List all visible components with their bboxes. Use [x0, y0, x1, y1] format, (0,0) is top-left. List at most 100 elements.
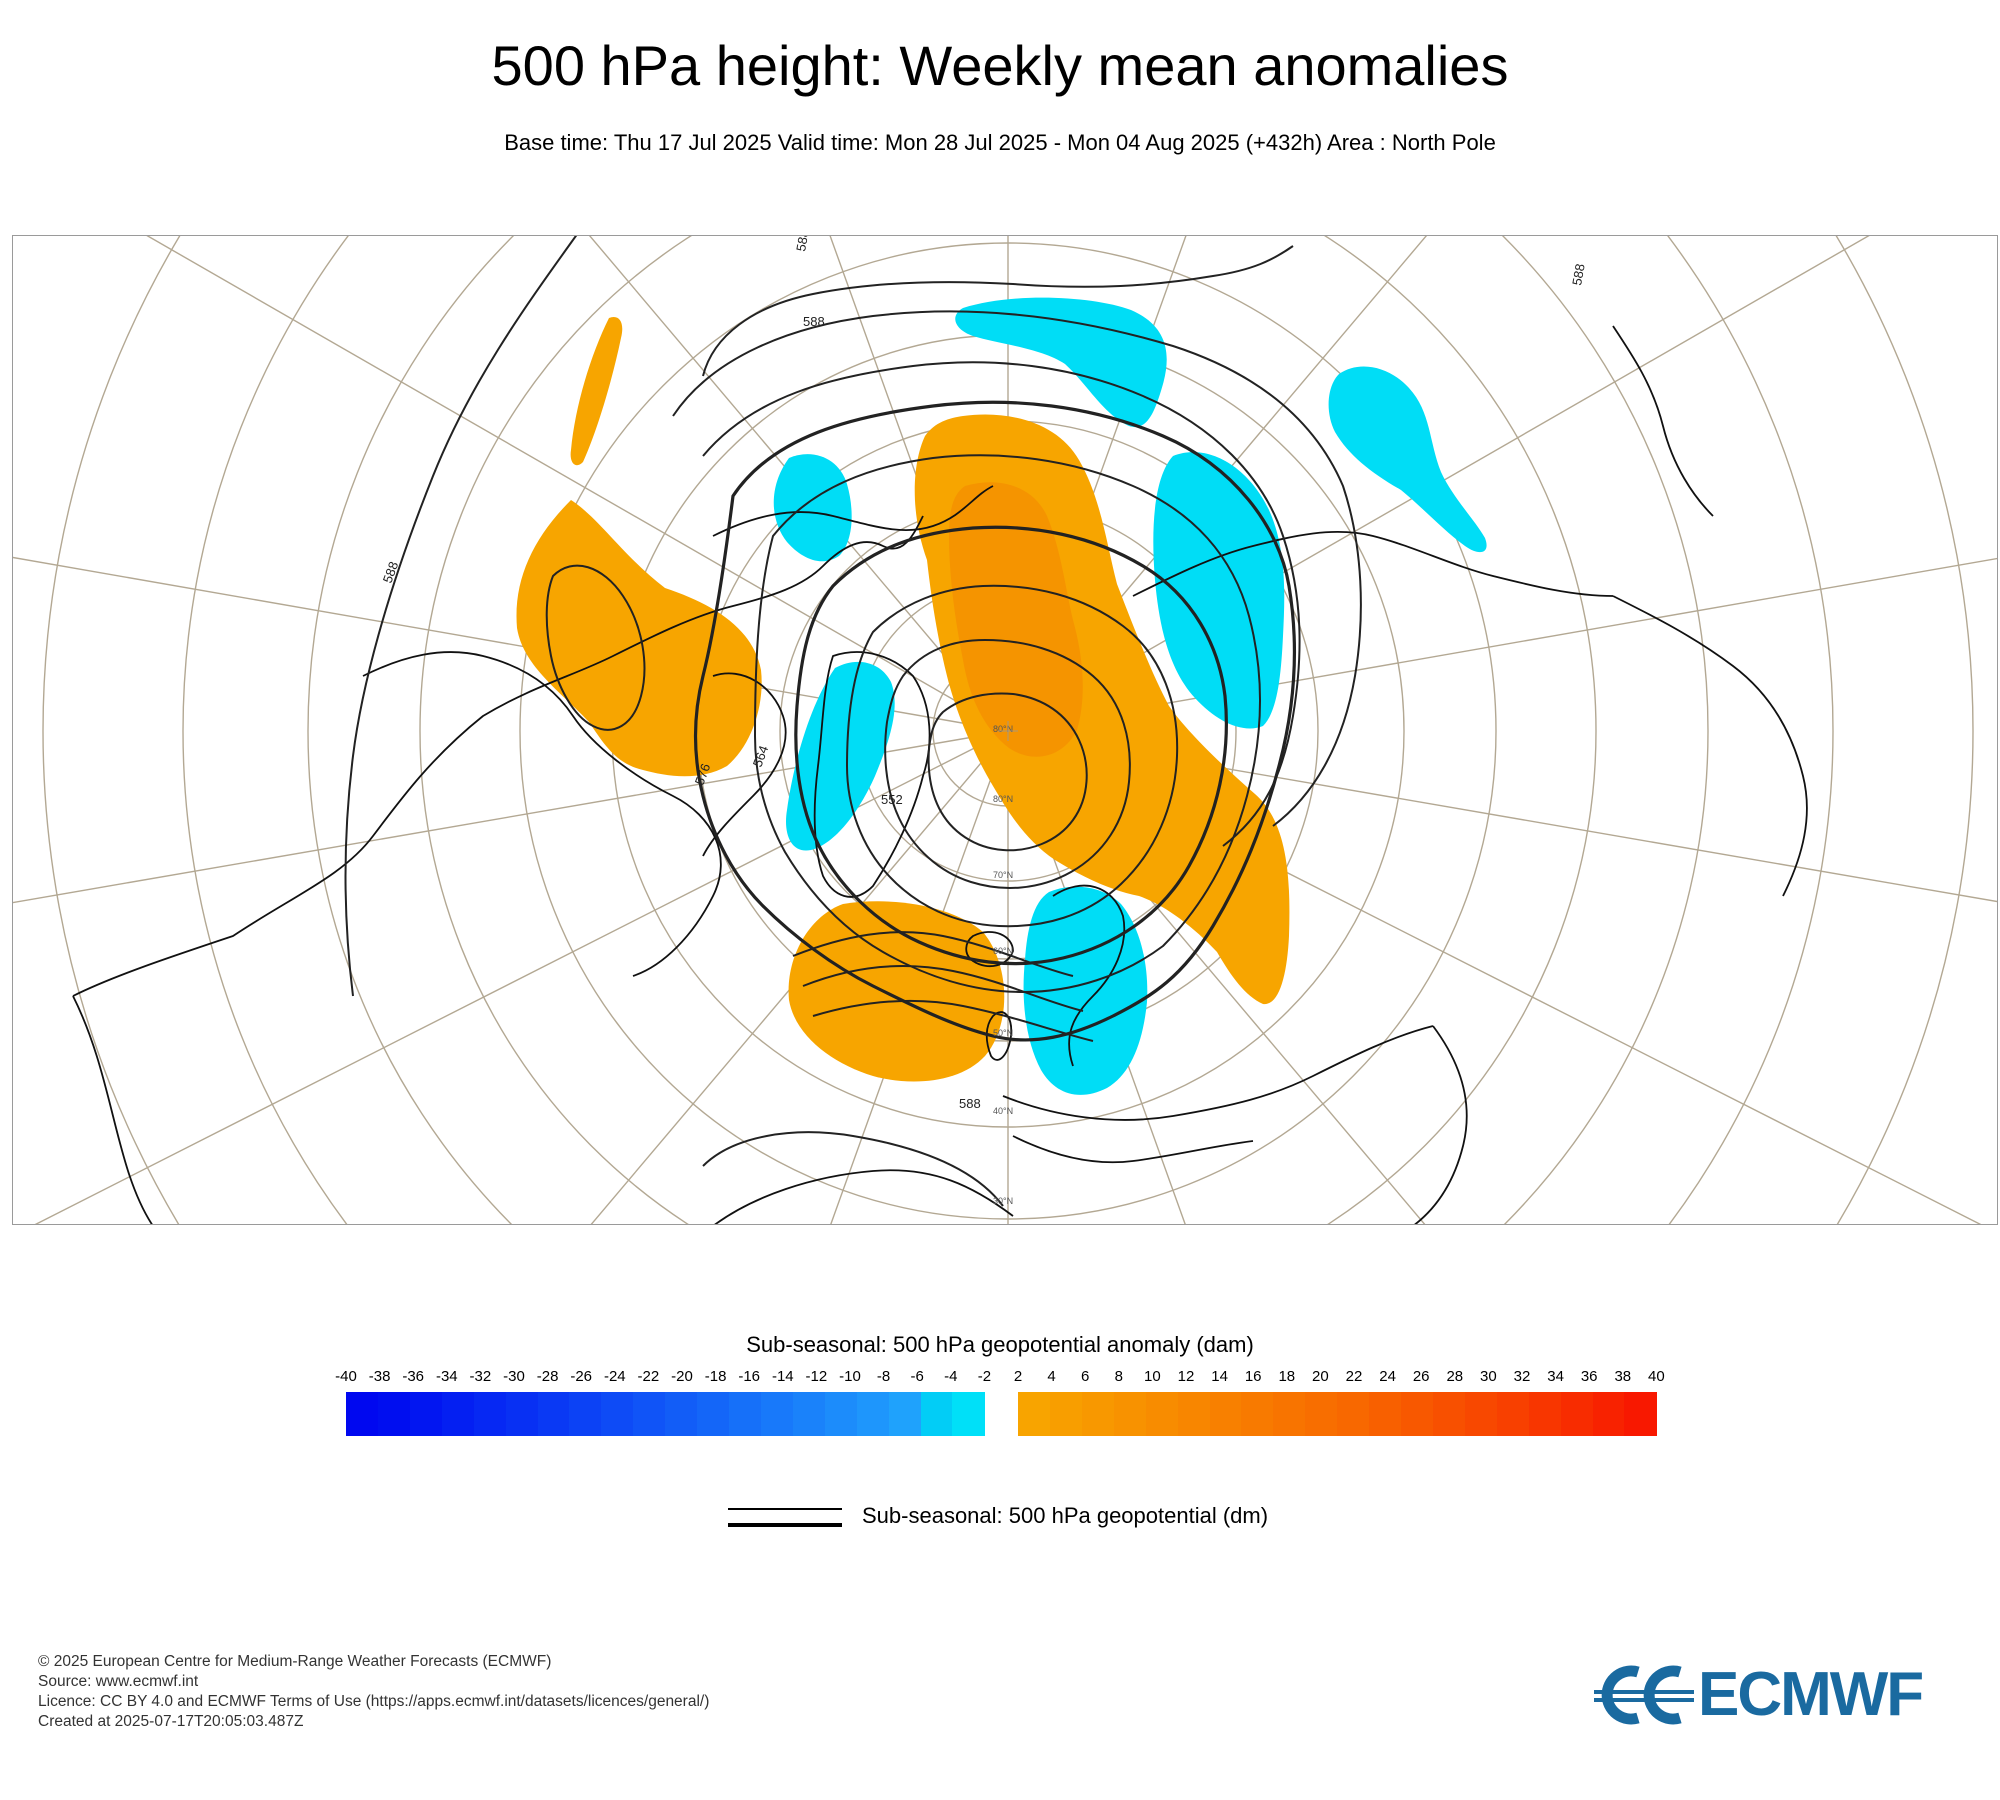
colorbar-tick-label: 28 [1446, 1368, 1464, 1385]
colorbar-tick-label: 32 [1513, 1368, 1531, 1385]
colorbar-tick-label: 22 [1345, 1368, 1363, 1385]
coast-arctic-canada [702, 672, 787, 857]
colorbar-tick-label: -36 [402, 1368, 425, 1385]
latitude-label: 70°N [993, 870, 1013, 880]
colorbar-tick-label: 18 [1278, 1368, 1296, 1385]
colorbar: -40 -38 -36 -34 -32 -30 -28 -26 -24 -22 -20 -18 -16-… [335, 1368, 1665, 1438]
latitude-label: 80°N [993, 794, 1013, 804]
colorbar-cell-negative [856, 1392, 890, 1436]
colorbar-cell-positive [1273, 1392, 1306, 1436]
contour-576-bold [693, 400, 1297, 1042]
colorbar-tick-label: 38 [1614, 1368, 1632, 1385]
colorbar-tick-label: 26 [1412, 1368, 1430, 1385]
ecmwf-logo[interactable]: ECMWF [1594, 1660, 1970, 1730]
colorbar-cell-negative [729, 1392, 762, 1436]
colorbar-cell-negative [409, 1392, 443, 1436]
colorbar-cell-positive [1177, 1392, 1210, 1436]
colorbar-tick-label: 20 [1312, 1368, 1329, 1385]
colorbar-cell-positive [1305, 1392, 1338, 1436]
contour-558 [845, 584, 1179, 928]
footer: © 2025 European Centre for Medium-Range … [38, 1652, 709, 1732]
colorbar-tick-label: 6 [1081, 1368, 1090, 1385]
colorbar-tick-label: -32 [469, 1368, 492, 1385]
latitude-label: 30°N [993, 1196, 1013, 1206]
contour-584 [702, 361, 1301, 847]
colorbar-cell-positive [1560, 1392, 1594, 1436]
anomaly-shading [516, 297, 1487, 1095]
colorbar-cell-positive [1018, 1392, 1051, 1436]
colorbar-cell-positive [1113, 1392, 1147, 1436]
contour-label: 576 [692, 762, 714, 788]
latitude-circle-s10 [42, 236, 1974, 1224]
colorbar-tick-label: 14 [1211, 1368, 1228, 1385]
colorbar-tick-label: -4 [944, 1368, 958, 1385]
map-panel[interactable]: 588 588 588 588 576 564 552 588 80°N 80°… [12, 235, 1998, 1225]
colorbar-tick-label: -10 [839, 1368, 861, 1385]
positive-anomaly-core [949, 482, 1083, 757]
colorbar-cell-positive [1624, 1392, 1657, 1436]
colorbar-cell-positive [1464, 1392, 1498, 1436]
coastlines [72, 325, 1808, 1224]
colorbar-cell-negative [952, 1392, 985, 1436]
colorbar-cell-negative [441, 1392, 475, 1436]
footer-copyright: © 2025 European Centre for Medium-Range … [38, 1653, 552, 1670]
colorbar-cell-negative [569, 1392, 602, 1436]
latitude-label: 40°N [993, 1106, 1013, 1116]
colorbar-tick-label: 24 [1379, 1368, 1396, 1385]
contour-atlantic-jet-2 [802, 965, 1084, 1012]
colorbar-cell-negative [537, 1392, 570, 1436]
contour-legend-thick-line [728, 1523, 842, 1527]
colorbar-cell-positive [1049, 1392, 1083, 1436]
colorbar-tick-label: -16 [738, 1368, 761, 1385]
contour-564-bold [794, 525, 1228, 966]
contour-africa-low [702, 1131, 1004, 1207]
contour-label: 588 [793, 236, 812, 253]
colorbar-tick-label: -28 [536, 1368, 559, 1385]
coast-kamchatka [1612, 325, 1714, 517]
contour-labels: 588 588 588 588 576 564 552 588 [380, 236, 1588, 1111]
negative-anomaly-east-siberia [1153, 452, 1285, 729]
colorbar-title: Sub-seasonal: 500 hPa geopotential anoma… [746, 1332, 1254, 1357]
colorbar-cell-positive [1528, 1392, 1562, 1436]
negative-anomaly-beaufort [773, 454, 852, 562]
contour-na-low [545, 564, 646, 731]
colorbar-tick-label: 8 [1114, 1368, 1123, 1385]
colorbar-cell-negative [346, 1392, 379, 1436]
latitude-circle-20 [419, 236, 1597, 1224]
contour-legend-thin-line [728, 1508, 842, 1510]
colorbar-cell-negative [601, 1392, 634, 1436]
colorbar-tick-label: 36 [1580, 1368, 1598, 1385]
coast-greenland [813, 651, 931, 898]
ecmwf-logo-text: ECMWF [1698, 1660, 1924, 1729]
contour-546 [927, 692, 1088, 852]
colorbar-tick-label: -38 [368, 1368, 391, 1385]
coast-siberia [1132, 531, 1614, 597]
footer-created: Created at 2025-07-17T20:05:03.487Z [38, 1713, 304, 1730]
contour-label: 588 [380, 560, 402, 586]
contour-atlantic-jet-1 [792, 931, 1074, 977]
colorbar-tick-label: -24 [603, 1368, 626, 1385]
latitude-circle-10 [307, 236, 1709, 1224]
positive-anomaly-pacific-streak [570, 316, 623, 466]
contour-552 [884, 638, 1131, 889]
contour-label: 552 [881, 792, 903, 807]
coast-mediterranean [1012, 1135, 1254, 1164]
colorbar-cell-negative [633, 1392, 666, 1436]
latitude-labels: 80°N 80°N 70°N 60°N 50°N 40°N 30°N [993, 724, 1013, 1206]
colorbar-cell-positive [1241, 1392, 1274, 1436]
coast-mexico [72, 995, 153, 1224]
colorbar-tick-label: -14 [771, 1368, 794, 1385]
polar-stereographic-map: 588 588 588 588 576 564 552 588 80°N 80°… [13, 236, 1997, 1224]
colorbar-cell-negative [920, 1392, 953, 1436]
colorbar-cell-positive [1369, 1392, 1402, 1436]
contour-label: 588 [959, 1096, 981, 1111]
colorbar-tick-label: -22 [637, 1368, 660, 1385]
coast-east-asia [1612, 595, 1808, 897]
colorbar-cell-positive [1496, 1392, 1530, 1436]
negative-anomaly-far-east [1328, 366, 1487, 553]
contour-588-outer [344, 236, 578, 997]
colorbar-tick-label: -12 [805, 1368, 828, 1385]
contour-label: 564 [750, 744, 772, 770]
colorbar-cell-negative [888, 1392, 922, 1436]
coast-india [1414, 1025, 1468, 1224]
